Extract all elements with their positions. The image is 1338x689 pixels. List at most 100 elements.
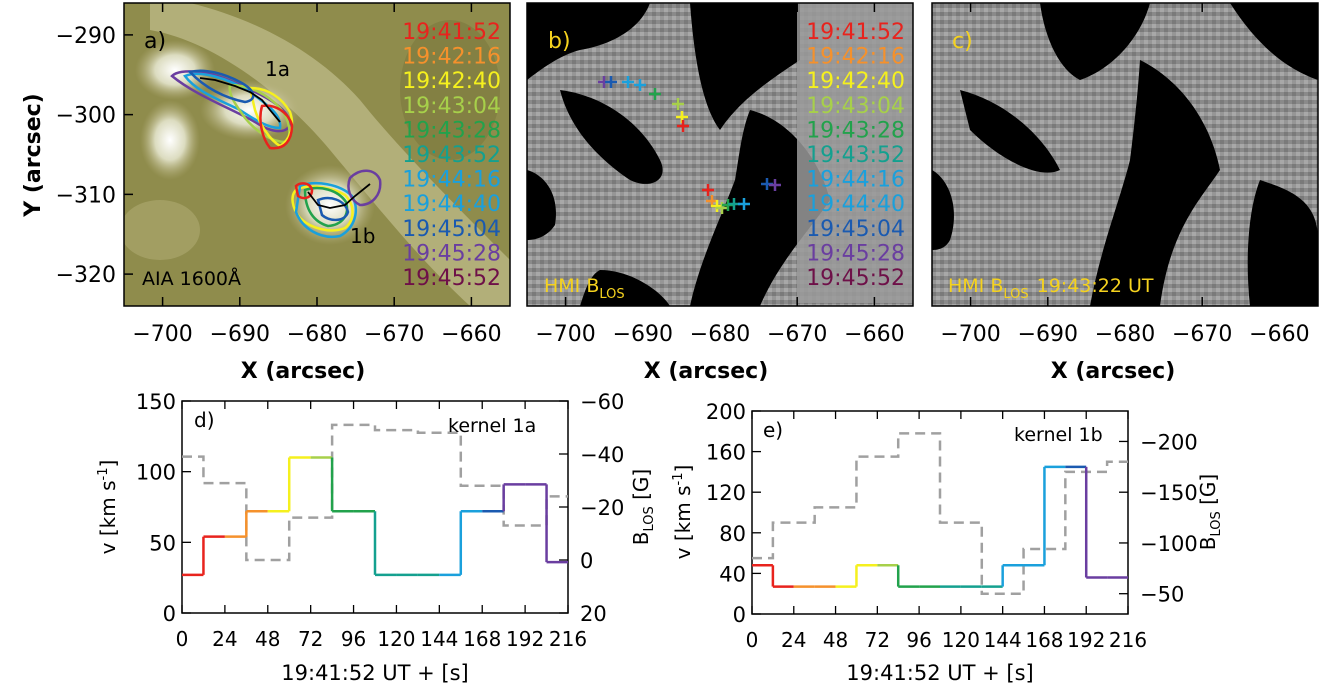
time-legend-entry: 19:43:52 (806, 143, 905, 168)
time-legend-entry: 19:42:16 (806, 45, 905, 70)
x-tick-label: 24 (212, 627, 237, 651)
time-legend-entry: 19:44:16 (402, 168, 501, 193)
y2-tick-label: −60 (580, 390, 624, 414)
panel-d: 0 24 48 72 96 120 144 168 192 216050100150200−20−… (96, 390, 657, 685)
annotation-1b: 1b (350, 224, 375, 248)
x-tick-label: −690 (1018, 322, 1078, 347)
y-axis-title-e-main: v [km s (671, 485, 695, 559)
x-tick-label: −700 (940, 322, 1000, 347)
y-tick-label: 80 (719, 522, 746, 546)
y-tick-label: 0 (733, 603, 746, 627)
plot-d-series: 0 24 48 72 96 120 144 168 192 216050100150200−20−… (136, 390, 624, 651)
panel-label-d: d) (194, 408, 215, 432)
x-tick-label: 72 (298, 627, 323, 651)
time-legend-entry: 19:45:52 (402, 266, 501, 291)
y-axis-title-e-end: ] (671, 465, 695, 473)
x-axis-title-d: 19:41:52 UT + [s] (281, 661, 468, 685)
time-legend-entry: 19:45:28 (402, 241, 501, 266)
time-legend-entry: 19:43:28 (402, 118, 501, 143)
x-tick-label: 168 (1025, 628, 1063, 652)
panel-label-c: c) (952, 29, 973, 54)
y2-axis-title-d-sub: LOS (642, 506, 657, 531)
hmi-label-b-sub: LOS (599, 287, 624, 302)
panel-c: c) HMI BLOS 19:43:22 UT (931, 2, 1319, 307)
x-axis-title-a: X (arcsec) (241, 359, 366, 384)
y-axis-title-d-main: v [km s (96, 480, 120, 554)
hmi-image-b (527, 3, 913, 306)
y2-axis-title-e-sub: LOS (1209, 511, 1224, 536)
hmi-label-b: HMI BLOS (544, 275, 625, 302)
y2-axis-title-d-end: [G] (629, 469, 653, 506)
y-axis-title-e: v [km s-1] (671, 465, 695, 560)
y2-tick-label: −40 (580, 443, 624, 467)
x-tick-label: 216 (549, 627, 587, 651)
kernel-position-markers (598, 76, 781, 214)
time-legend-entry: 19:43:04 (806, 94, 905, 119)
time-legend-entry: 19:44:40 (402, 192, 501, 217)
kernel-1a-contours (170, 69, 294, 150)
x-axis-title-b: X (arcsec) (644, 359, 769, 384)
panel-e: 0 24 48 72 96 120 144 168 192 21604080120160200−5… (671, 400, 1224, 685)
x-tick-label: −680 (287, 322, 347, 347)
y-tick-label: 50 (149, 531, 176, 555)
y-tick-label: 40 (719, 562, 746, 586)
y2-axis-title-d: BLOS [G] (629, 469, 657, 545)
y-tick-label: 120 (706, 481, 746, 505)
y2-tick-label: 20 (580, 602, 607, 626)
annotation-1a: 1a (265, 57, 290, 81)
y2-tick-label: −50 (1140, 583, 1184, 607)
x-tick-label: 96 (906, 628, 931, 652)
y2-tick-label: −20 (580, 496, 624, 520)
y-axis-title-d-end: ] (96, 460, 120, 468)
x-tick-label: 192 (1067, 628, 1105, 652)
kernel-label-d: kernel 1a (448, 415, 536, 437)
blos-step-line (752, 432, 1128, 595)
x-tick-label: −680 (1095, 322, 1155, 347)
time-legend-entry: 19:45:04 (806, 217, 905, 242)
time-legend-entry: 19:41:52 (806, 20, 905, 45)
x-tick-label: −690 (613, 322, 673, 347)
y-tick-label: 0 (163, 602, 176, 626)
y2-axis-title-d-base: B (629, 532, 653, 546)
time-legend-b: 19:41:5219:42:1619:42:4019:43:0419:43:28… (806, 20, 905, 291)
y-tick-label: −300 (56, 104, 116, 129)
x-tick-label: 48 (823, 628, 848, 652)
x-tick-label: 0 (746, 628, 759, 652)
x-tick-label: 96 (341, 627, 366, 651)
x-tick-label: 144 (984, 628, 1022, 652)
x-tick-label: −660 (441, 322, 501, 347)
y-tick-label: 150 (136, 390, 176, 414)
kernel-1b-contours (291, 169, 382, 239)
time-legend-entry: 19:43:04 (402, 94, 501, 119)
hmi-label-c-time: 19:43:22 UT (1037, 275, 1154, 297)
y-tick-label: −310 (56, 183, 116, 208)
x-tick-label: −670 (767, 322, 827, 347)
hmi-label-b-base: HMI B (544, 275, 599, 297)
y-tick-label: 160 (706, 441, 746, 465)
x-tick-label: 120 (377, 627, 415, 651)
x-axis-title-e: 19:41:52 UT + [s] (846, 661, 1033, 685)
y2-axis-title-e-end: [G] (1196, 474, 1220, 511)
x-tick-label: −660 (844, 322, 904, 347)
y2-axis-title-e-base: B (1196, 537, 1220, 551)
time-legend-entry: 19:41:52 (402, 20, 501, 45)
x-tick-label: −670 (1172, 322, 1232, 347)
y-axis-title-d-sup: -1 (96, 468, 111, 481)
x-tick-label: 216 (1109, 628, 1147, 652)
y2-axis-title-e: BLOS [G] (1196, 474, 1224, 550)
panel-b: b) HMI BLOS 19:41:5219:42:1619:42:4019:4… (526, 2, 914, 307)
hmi-label-c-sub: LOS (1003, 287, 1028, 302)
x-tick-label: 24 (781, 628, 806, 652)
y2-tick-label: −200 (1140, 430, 1198, 454)
x-tick-label: 192 (506, 627, 544, 651)
y2-tick-label: −100 (1140, 532, 1198, 556)
panel-label-a: a) (144, 29, 166, 54)
time-legend-entry: 19:45:52 (806, 266, 905, 291)
x-tick-label: 168 (463, 627, 501, 651)
x-tick-label: −700 (132, 322, 192, 347)
y-axis-title-d: v [km s-1] (96, 460, 120, 555)
kernel-label-e: kernel 1b (1014, 424, 1103, 446)
hmi-label-c-base: HMI B (948, 275, 1003, 297)
time-legend-entry: 19:42:40 (402, 69, 501, 94)
